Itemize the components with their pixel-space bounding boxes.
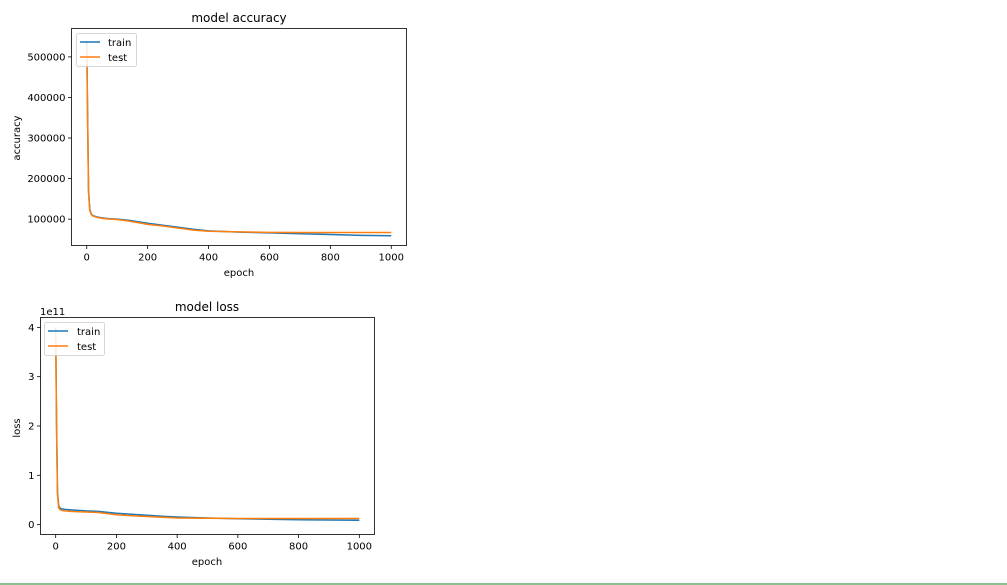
loss-x-tick-label: 200 xyxy=(107,542,126,553)
loss-y-tick-label: 0 xyxy=(28,520,34,531)
accuracy-x-tick-label: 0 xyxy=(84,253,90,264)
accuracy-x-tick-label: 800 xyxy=(321,253,340,264)
loss-y-tick-label: 4 xyxy=(28,323,34,334)
loss-y-tick-label: 1 xyxy=(28,471,34,482)
loss-x-ticks: 0 200 400 600 800 1000 xyxy=(52,534,372,553)
loss-x-tick-label: 600 xyxy=(228,542,247,553)
loss-y-multiplier: 1e11 xyxy=(40,307,65,318)
accuracy-train-line xyxy=(85,40,392,237)
accuracy-x-tick-label: 200 xyxy=(138,253,157,264)
accuracy-y-tick-label: 400000 xyxy=(27,93,65,104)
accuracy-y-tick-label: 300000 xyxy=(27,134,65,145)
accuracy-series xyxy=(85,40,392,237)
loss-x-label: epoch xyxy=(192,557,222,568)
accuracy-plot-frame xyxy=(71,28,407,246)
accuracy-legend: train test xyxy=(76,33,137,67)
accuracy-x-tick-label: 600 xyxy=(260,253,279,264)
loss-y-tick-label: 3 xyxy=(28,372,34,383)
accuracy-chart: model accuracy 0 200 400 600 800 1000 100000 2… xyxy=(12,11,407,279)
loss-legend: train test xyxy=(44,322,105,356)
loss-plot-frame xyxy=(40,317,375,535)
accuracy-y-tick-label: 100000 xyxy=(27,215,65,226)
accuracy-x-tick-label: 400 xyxy=(199,253,218,264)
loss-train-line xyxy=(54,327,360,521)
accuracy-test-line xyxy=(85,44,392,234)
loss-x-tick-label: 0 xyxy=(52,542,58,553)
loss-x-tick-label: 800 xyxy=(289,542,308,553)
loss-chart-title: model loss xyxy=(175,300,239,314)
accuracy-chart-title: model accuracy xyxy=(191,11,286,25)
accuracy-y-tick-label: 500000 xyxy=(27,52,65,63)
accuracy-x-tick-label: 1000 xyxy=(379,253,404,264)
accuracy-y-label: accuracy xyxy=(12,115,23,160)
accuracy-legend-train-label: train xyxy=(108,38,131,49)
accuracy-x-label: epoch xyxy=(224,268,254,279)
loss-y-ticks: 0 1 2 3 4 xyxy=(28,323,41,531)
loss-x-tick-label: 400 xyxy=(168,542,187,553)
accuracy-x-ticks: 0 200 400 600 800 1000 xyxy=(84,245,404,264)
loss-series xyxy=(54,327,360,521)
loss-x-tick-label: 1000 xyxy=(347,542,372,553)
loss-legend-train-label: train xyxy=(77,327,100,338)
loss-y-label: loss xyxy=(12,418,23,437)
loss-y-tick-label: 2 xyxy=(28,422,34,433)
loss-chart: model loss 1e11 0 200 400 600 800 1000 01234 … xyxy=(12,300,375,568)
accuracy-y-tick-label: 200000 xyxy=(27,174,65,185)
loss-test-line xyxy=(54,332,360,520)
bottom-divider xyxy=(0,583,1007,585)
accuracy-y-ticks: 100000 200000 300000 400000 500000 xyxy=(27,52,72,226)
accuracy-legend-test-label: test xyxy=(108,53,127,64)
loss-legend-test-label: test xyxy=(77,342,96,353)
